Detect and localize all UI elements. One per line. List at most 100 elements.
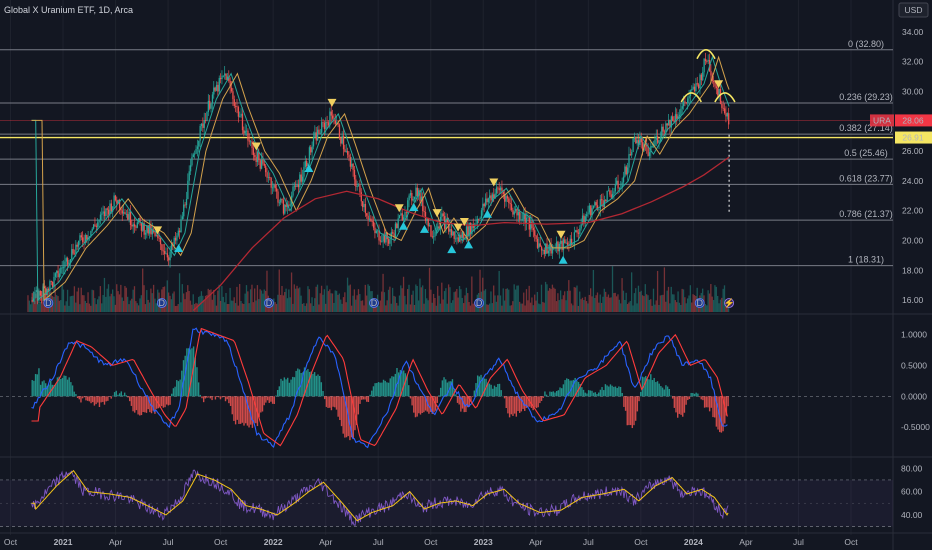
candle-body — [680, 108, 682, 115]
volume-bar — [305, 303, 308, 312]
volume-bar — [704, 304, 707, 312]
volume-bar — [402, 276, 405, 312]
volume-bar — [340, 299, 342, 312]
candle-body — [325, 121, 327, 129]
candle-body — [288, 204, 290, 206]
volume-bar — [721, 297, 723, 312]
macd-histogram-bar — [144, 396, 146, 413]
volume-bar — [62, 289, 65, 312]
symbol-badge — [870, 114, 894, 127]
volume-bar — [57, 296, 59, 312]
dividend-marker[interactable] — [264, 298, 274, 308]
volume-bar — [509, 305, 511, 312]
volume-bar — [32, 291, 35, 312]
volume-bar — [412, 290, 414, 312]
volume-bar — [127, 296, 129, 312]
buy-signal-marker — [558, 255, 568, 264]
volume-bar — [335, 290, 338, 312]
volume-bar — [223, 302, 226, 312]
macd-histogram-bar — [60, 379, 62, 397]
currency-button[interactable] — [898, 2, 929, 18]
volume-bar — [697, 305, 700, 312]
candle-body — [282, 200, 285, 214]
candle-body — [415, 187, 417, 197]
candle-body — [387, 239, 390, 244]
macd-histogram-bar — [710, 396, 713, 408]
macd-histogram-bar — [725, 396, 728, 416]
candle-body — [310, 147, 312, 153]
macd-histogram-bar — [616, 387, 618, 397]
volume-bar — [468, 302, 470, 312]
macd-histogram-bar — [263, 396, 265, 406]
macd-histogram-bar — [137, 396, 139, 415]
dividend-marker[interactable] — [369, 298, 379, 308]
candle-body — [475, 223, 477, 225]
sell-signal-marker — [432, 209, 442, 218]
time-axis-label: Jul — [163, 537, 174, 547]
candle-body — [136, 222, 138, 228]
candle-body — [479, 217, 481, 219]
macd-histogram-bar — [614, 386, 617, 397]
candle-body — [73, 253, 76, 255]
macd-histogram-bar — [174, 386, 176, 397]
candle-body — [250, 141, 252, 143]
candle-body — [196, 146, 199, 149]
candle-body — [277, 191, 279, 203]
candle-body — [184, 204, 186, 206]
macd-histogram-bar — [201, 396, 203, 399]
macd-histogram-bar — [493, 385, 496, 397]
macd-histogram-bar — [478, 376, 481, 397]
macd-histogram-bar — [271, 396, 274, 404]
volume-bar — [708, 293, 711, 312]
macd-tick-label: -0.5000 — [901, 422, 930, 432]
macd-histogram-bar — [244, 396, 247, 424]
volume-bar — [569, 290, 571, 312]
candle-body — [349, 157, 352, 167]
earnings-event-marker[interactable] — [724, 298, 735, 308]
candle-body — [655, 136, 657, 140]
macd-histogram-bar — [228, 396, 230, 404]
macd-histogram-bar — [397, 372, 400, 397]
candle-body — [459, 234, 461, 242]
volume-bar — [534, 294, 536, 312]
volume-bar — [523, 292, 525, 312]
dividend-marker[interactable] — [156, 298, 167, 308]
volume-bar — [551, 284, 554, 312]
candle-body — [691, 89, 693, 91]
candle-body — [133, 224, 136, 227]
macd-histogram-bar — [66, 379, 69, 397]
candle-body — [68, 262, 70, 265]
dividend-marker[interactable] — [43, 298, 54, 308]
macd-histogram-bar — [367, 396, 370, 403]
macd-histogram-bar — [330, 396, 333, 411]
candle-body — [183, 204, 185, 217]
candle-body — [274, 185, 276, 189]
macd-histogram-bar — [357, 396, 360, 415]
candle-body — [393, 233, 395, 237]
macd-histogram-bar — [112, 395, 114, 397]
volume-bar — [177, 304, 179, 312]
volume-bar — [96, 299, 99, 312]
volume-bar — [665, 301, 667, 312]
candle-body — [163, 251, 166, 254]
macd-histogram-bar — [643, 377, 645, 397]
candle-body — [300, 174, 302, 182]
candle-body — [110, 203, 113, 212]
dividend-marker[interactable] — [694, 298, 705, 308]
macd-histogram-bar — [140, 396, 143, 416]
macd-histogram-bar — [325, 396, 328, 407]
candle-body — [521, 219, 524, 221]
macd-histogram-bar — [33, 380, 35, 397]
volume-bar — [677, 291, 679, 312]
candle-body — [303, 167, 305, 177]
macd-histogram-bar — [382, 379, 385, 397]
candle-body — [106, 208, 108, 210]
dividend-marker[interactable] — [474, 298, 484, 308]
macd-histogram-bar — [324, 396, 326, 400]
macd-histogram-bar — [441, 380, 444, 397]
candle-body — [42, 286, 44, 296]
macd-histogram-bar — [715, 396, 718, 427]
candle-body — [101, 213, 103, 215]
